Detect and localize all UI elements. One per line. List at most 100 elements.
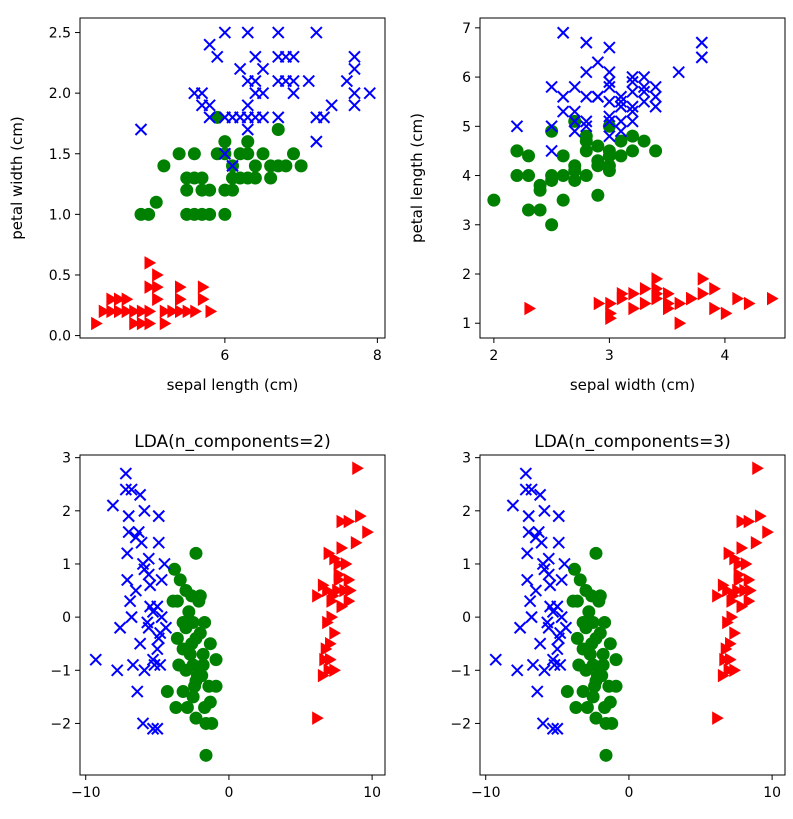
- circle-marker: [545, 169, 559, 183]
- y-tick: −2: [450, 716, 480, 732]
- triangle-marker: [729, 663, 741, 678]
- circle-marker: [183, 647, 197, 661]
- x-marker: [591, 56, 605, 69]
- x-marker: [603, 65, 616, 79]
- x-marker: [551, 722, 564, 735]
- x-marker: [695, 36, 709, 49]
- circle-marker: [189, 546, 203, 560]
- triangle-marker: [355, 509, 367, 523]
- x-marker: [510, 120, 524, 133]
- circle-marker: [591, 139, 605, 153]
- triangle-marker: [663, 301, 675, 316]
- y-tick: 0: [62, 610, 80, 626]
- triangle-marker: [197, 280, 210, 294]
- x-tick: −10: [471, 775, 501, 801]
- circle-marker: [603, 637, 617, 651]
- x-marker: [111, 664, 124, 677]
- triangle-marker: [152, 268, 164, 282]
- y-tick: 6: [462, 70, 480, 86]
- x-marker: [348, 50, 361, 63]
- axes-frame: [79, 454, 386, 776]
- triangle-marker: [152, 292, 164, 306]
- circle-marker: [609, 653, 623, 667]
- triangle-marker: [317, 668, 330, 683]
- x-marker: [519, 483, 533, 496]
- x-tick: 0: [224, 775, 233, 801]
- x-marker: [603, 95, 616, 108]
- x-marker: [135, 536, 148, 549]
- triangle-marker: [733, 557, 746, 571]
- circle-marker: [170, 631, 184, 645]
- circle-marker: [195, 207, 209, 221]
- triangle-marker: [736, 514, 749, 529]
- circle-marker: [592, 594, 606, 608]
- x-marker: [542, 568, 555, 581]
- circle-marker: [189, 711, 203, 725]
- series-2: [489, 467, 573, 735]
- triangle-marker: [736, 599, 749, 614]
- x-tick: 10: [763, 775, 781, 801]
- x-marker: [249, 74, 262, 88]
- triangle-marker: [745, 583, 757, 598]
- y-tick-label: 1: [462, 316, 471, 332]
- y-tick-label: 1: [62, 557, 71, 573]
- circle-marker: [487, 193, 501, 207]
- x-tick: 8: [373, 338, 382, 364]
- triangle-marker: [762, 525, 774, 539]
- circle-marker: [637, 134, 651, 148]
- x-marker: [256, 62, 270, 76]
- circle-marker: [271, 123, 285, 137]
- triangle-marker: [336, 514, 349, 529]
- x-marker: [522, 509, 535, 523]
- triangle-marker: [343, 594, 356, 608]
- circle-marker: [583, 647, 597, 661]
- x-marker: [129, 584, 143, 597]
- y-tick: 3: [462, 218, 480, 234]
- x-marker: [568, 125, 581, 138]
- series-0: [524, 272, 779, 330]
- circle-marker: [589, 674, 603, 688]
- y-tick-label: −1: [450, 663, 471, 679]
- x-axis-label: sepal length (cm): [167, 376, 299, 394]
- x-marker: [649, 90, 662, 103]
- x-marker: [533, 488, 547, 502]
- x-marker: [568, 115, 581, 128]
- triangle-marker: [343, 514, 356, 529]
- y-tick: 2.5: [49, 26, 80, 42]
- y-tick-label: 4: [462, 169, 471, 185]
- triangle-marker: [175, 304, 187, 319]
- triangle-marker: [329, 626, 341, 640]
- x-marker: [626, 105, 639, 118]
- x-marker: [155, 573, 168, 587]
- circle-marker: [602, 149, 616, 163]
- x-marker: [121, 547, 134, 560]
- circle-marker: [209, 653, 223, 667]
- x-marker: [287, 50, 300, 63]
- subplot-petal-length-vs-sepal-width: 2 3 4 1 2 3 4 5 6 7 sepal width (cm) petal length (…: [408, 17, 786, 394]
- triangle-marker: [733, 567, 746, 582]
- circle-marker: [570, 594, 584, 608]
- x-marker: [545, 80, 558, 94]
- triangle-marker: [362, 525, 374, 539]
- x-tick: 4: [720, 338, 729, 364]
- x-marker: [531, 685, 544, 698]
- triangle-marker: [593, 296, 606, 311]
- y-tick-label: −2: [450, 716, 471, 732]
- series-2: [134, 26, 376, 173]
- circle-marker: [241, 135, 255, 149]
- y-tick: −1: [450, 663, 480, 679]
- x-marker: [580, 115, 593, 128]
- y-tick-label: 3: [462, 451, 471, 467]
- x-marker: [521, 573, 534, 587]
- triangle-marker: [159, 316, 172, 331]
- y-tick: 0.5: [49, 268, 80, 284]
- x-marker: [552, 509, 565, 523]
- triangle-marker: [717, 668, 730, 683]
- x-tick-label: 3: [605, 348, 614, 364]
- circle-marker: [602, 159, 616, 173]
- x-marker: [134, 123, 148, 136]
- series-1: [160, 546, 223, 762]
- x-marker: [317, 111, 331, 124]
- x-marker: [506, 499, 520, 512]
